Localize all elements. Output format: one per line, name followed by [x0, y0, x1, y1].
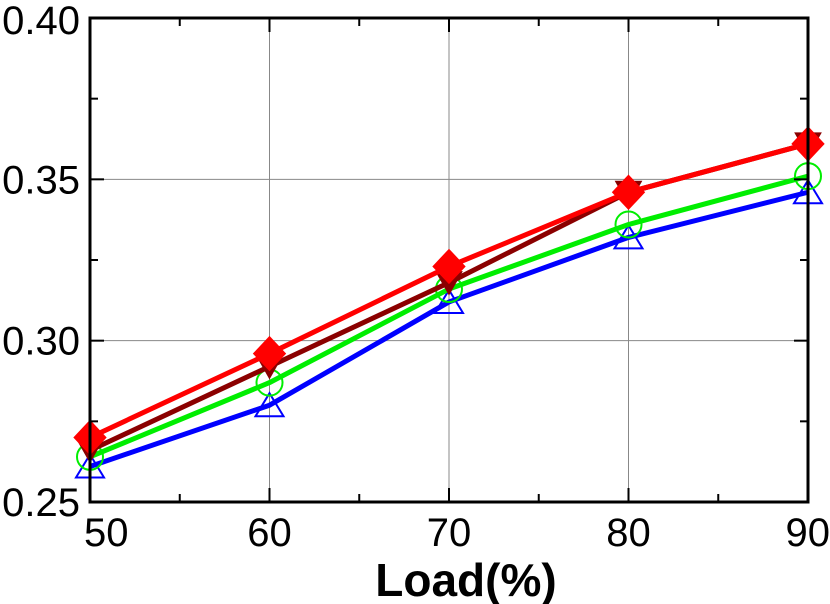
y-tick-label: 0.35 — [2, 158, 80, 202]
y-tick-label: 0.40 — [2, 0, 80, 43]
data-point — [432, 248, 466, 285]
x-tick-label: 70 — [427, 511, 472, 555]
data-point — [252, 335, 287, 372]
axis-ticks — [89, 17, 809, 503]
data-point — [611, 174, 646, 210]
data-point — [433, 288, 465, 314]
data-point — [612, 223, 645, 250]
data-point — [253, 391, 286, 418]
x-tick-label: 90 — [786, 511, 830, 555]
y-tick-label: 0.25 — [2, 481, 80, 525]
tick-labels: 50 60 70 80 90 0.25 0.30 0.35 0.40 — [2, 0, 830, 555]
y-tick-label: 0.30 — [2, 320, 80, 364]
x-tick-label: 80 — [606, 511, 651, 555]
data-point — [614, 210, 643, 239]
x-axis-title: Load(%) — [375, 554, 556, 604]
series-layer — [73, 126, 825, 479]
x-tick-label: 50 — [84, 511, 129, 555]
x-tick-label: 60 — [247, 511, 292, 555]
